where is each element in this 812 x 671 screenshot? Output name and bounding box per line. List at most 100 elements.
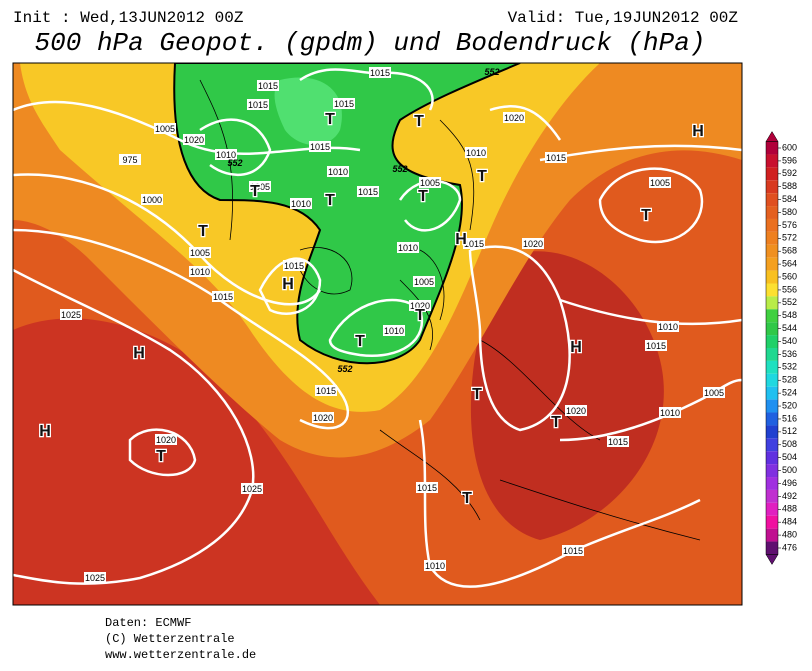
isobar-label-bg: [60, 309, 82, 320]
field-dark-sw: [13, 318, 380, 605]
pressure-center: T: [198, 223, 208, 240]
colorbar-swatch: [766, 348, 778, 361]
footer: Daten: ECMWF (C) Wetterzentrale www.wetter…: [105, 616, 256, 662]
colorbar-label: 576: [782, 220, 797, 230]
colorbar-swatch: [766, 464, 778, 478]
colorbar-label: 584: [782, 194, 797, 204]
pressure-center: T: [414, 113, 424, 130]
isobar-label-bg: [119, 154, 141, 165]
isobar-label-bg: [565, 405, 587, 416]
isobar: [128, 428, 197, 477]
isobar-label-bg: [141, 194, 163, 205]
isobar-label-bg: [383, 325, 405, 336]
isobar-label: 1015: [310, 142, 330, 152]
isobar-label: 1010: [425, 561, 445, 571]
colorbar-label: 592: [782, 168, 797, 178]
pressure-center: T: [355, 333, 365, 350]
colorbar-swatch: [766, 283, 778, 297]
isobar: [13, 228, 350, 430]
isobar-label: 1010: [190, 267, 210, 277]
pressure-center: H: [282, 276, 294, 293]
colorbar-label: 524: [782, 388, 797, 398]
isobar-label: 1020: [504, 113, 524, 123]
colorbar-swatch: [766, 412, 778, 426]
isobar-label: 1010: [216, 150, 236, 160]
isobar-label: 1005: [650, 178, 670, 188]
colorbar-label: 540: [782, 336, 797, 346]
colorbar-label: 504: [782, 452, 797, 462]
colorbar-swatch: [766, 193, 778, 207]
pressure-center: T: [472, 386, 482, 403]
colorbar-swatch: [766, 515, 778, 529]
pressure-center: T: [477, 168, 487, 185]
colorbar-swatch: [766, 309, 778, 323]
isobar-label-bg: [212, 291, 234, 302]
contour-label: 552: [337, 364, 352, 374]
isobar-label: 1000: [142, 195, 162, 205]
isobar-label: 1010: [384, 326, 404, 336]
isobar: [559, 378, 742, 442]
isobar-label-bg: [84, 572, 106, 583]
colorbar-label: 528: [782, 375, 797, 385]
pressure-center: T: [462, 490, 472, 507]
colorbar-swatch: [766, 373, 778, 387]
isobar-label-bg: [327, 166, 349, 177]
isobar-label: 1015: [284, 261, 304, 271]
isobar-label-bg: [409, 300, 431, 311]
colorbar-swatch: [766, 477, 778, 490]
colorbar-label: 564: [782, 259, 797, 269]
isobar-label: 1015: [464, 239, 484, 249]
colorbar-label: 548: [782, 310, 797, 320]
colorbar-label: 496: [782, 478, 797, 488]
isobar-label-bg: [545, 152, 567, 163]
isobar-label: 1015: [646, 341, 666, 351]
isobar-label: 1025: [61, 310, 81, 320]
pressure-center: T: [250, 183, 260, 200]
colorbar-swatch: [766, 218, 778, 232]
colorbar-swatch: [766, 322, 778, 336]
colorbar-swatch: [766, 528, 778, 542]
isobar: [328, 298, 424, 358]
isobar-label: 1020: [410, 301, 430, 311]
isobar: [468, 245, 571, 432]
isobar-label-bg: [189, 247, 211, 258]
colorbar-label: 560: [782, 271, 797, 281]
isobar-label: 1010: [291, 199, 311, 209]
colorbar-swatch: [766, 270, 778, 284]
colorbar-label: 484: [782, 517, 797, 527]
colorbar-swatch: [766, 231, 778, 245]
isobar-label: 1005: [414, 277, 434, 287]
isobar-label-bg: [283, 260, 305, 271]
isobar-label: 1005: [190, 248, 210, 258]
pressure-center: T: [418, 188, 428, 205]
isobar-label-bg: [290, 198, 312, 209]
isobar-label: 1020: [156, 435, 176, 445]
pressure-center: H: [570, 339, 582, 356]
colorbar-swatch: [766, 399, 778, 413]
isobar-label-bg: [369, 67, 391, 78]
field-dark-e: [470, 251, 664, 540]
footer-line: Daten: ECMWF: [105, 616, 191, 630]
contour-label: 552: [227, 158, 242, 168]
isobar-label: 1015: [370, 68, 390, 78]
isobar-label: 1015: [258, 81, 278, 91]
field-yellow: [20, 63, 600, 412]
colorbar-label: 572: [782, 233, 797, 243]
isobar-label-bg: [312, 412, 334, 423]
colorbar-label: 544: [782, 323, 797, 333]
colorbar-swatch: [766, 541, 778, 555]
isobar: [13, 100, 361, 155]
colorbar-swatch: [766, 425, 778, 439]
colorbar-label: 596: [782, 155, 797, 165]
isobar-label-bg: [522, 238, 544, 249]
isobar-label-bg: [465, 147, 487, 158]
isobar-label-bg: [315, 385, 337, 396]
init-time: Init : Wed,13JUN2012 00Z: [13, 9, 244, 27]
isobar-label-bg: [649, 177, 671, 188]
isobar-label-bg: [645, 340, 667, 351]
colorbar-swatch: [766, 180, 778, 194]
field-green-light: [274, 77, 342, 145]
colorbar-swatch: [766, 451, 778, 465]
colorbar-swatch: [766, 257, 778, 271]
isobar-label-bg: [413, 276, 435, 287]
